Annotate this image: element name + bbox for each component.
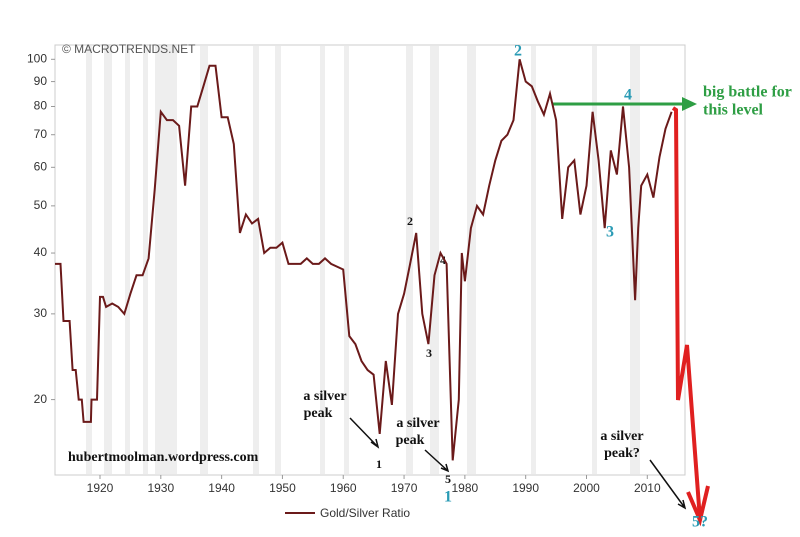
annotation: 3 — [606, 224, 614, 241]
x-tick-label: 2000 — [573, 481, 600, 495]
annotation: 1 — [444, 489, 452, 506]
y-tick-label: 40 — [34, 245, 48, 259]
x-tick-label: 1930 — [147, 481, 174, 495]
plot-area — [54, 44, 686, 476]
y-tick-label: 100 — [27, 51, 47, 65]
annotation: 4 — [624, 87, 632, 104]
annotation: big battle for — [703, 84, 792, 101]
x-tick-label: 1980 — [452, 481, 479, 495]
projection-arrowhead — [686, 485, 710, 527]
annotation: 2 — [514, 43, 522, 60]
annotation: 3 — [426, 346, 432, 360]
series-line — [55, 59, 673, 461]
y-tick-label: 60 — [34, 159, 48, 173]
annotation: peak — [396, 433, 425, 448]
legend-label: Gold/Silver Ratio — [320, 506, 410, 520]
annotation: a silver — [396, 416, 439, 431]
pointer — [424, 449, 450, 473]
y-tick-label: 50 — [34, 198, 48, 212]
annotation: a silver — [303, 389, 346, 404]
level-arrowhead — [682, 97, 697, 111]
annotation: 2 — [407, 214, 413, 228]
y-tick-label: 30 — [34, 306, 48, 320]
annotation: peak? — [604, 446, 640, 461]
projection-line — [671, 106, 702, 521]
pointer — [649, 459, 687, 510]
annotation: peak — [304, 406, 333, 421]
y-tick-label: 20 — [34, 392, 48, 406]
watermark: © MACROTRENDS.NET — [62, 42, 196, 56]
y-tick-label: 90 — [34, 74, 48, 88]
x-tick-label: 1950 — [269, 481, 296, 495]
annotation: 5? — [692, 514, 708, 531]
x-tick-label: 1970 — [391, 481, 418, 495]
annotation: 1 — [376, 457, 382, 471]
x-tick-label: 1960 — [330, 481, 357, 495]
annotation: 5 — [445, 472, 451, 486]
annotation: this level — [703, 102, 764, 119]
x-tick-label: 1990 — [512, 481, 539, 495]
x-tick-label: 1920 — [87, 481, 114, 495]
x-tick-label: 2010 — [634, 481, 661, 495]
y-tick-label: 80 — [34, 99, 48, 113]
annotation: a silver — [600, 429, 643, 444]
pointer — [349, 417, 380, 449]
y-tick-label: 70 — [34, 127, 48, 141]
annotation: 4 — [440, 253, 446, 267]
credit: hubertmoolman.wordpress.com — [68, 450, 259, 465]
x-tick-label: 1940 — [208, 481, 235, 495]
